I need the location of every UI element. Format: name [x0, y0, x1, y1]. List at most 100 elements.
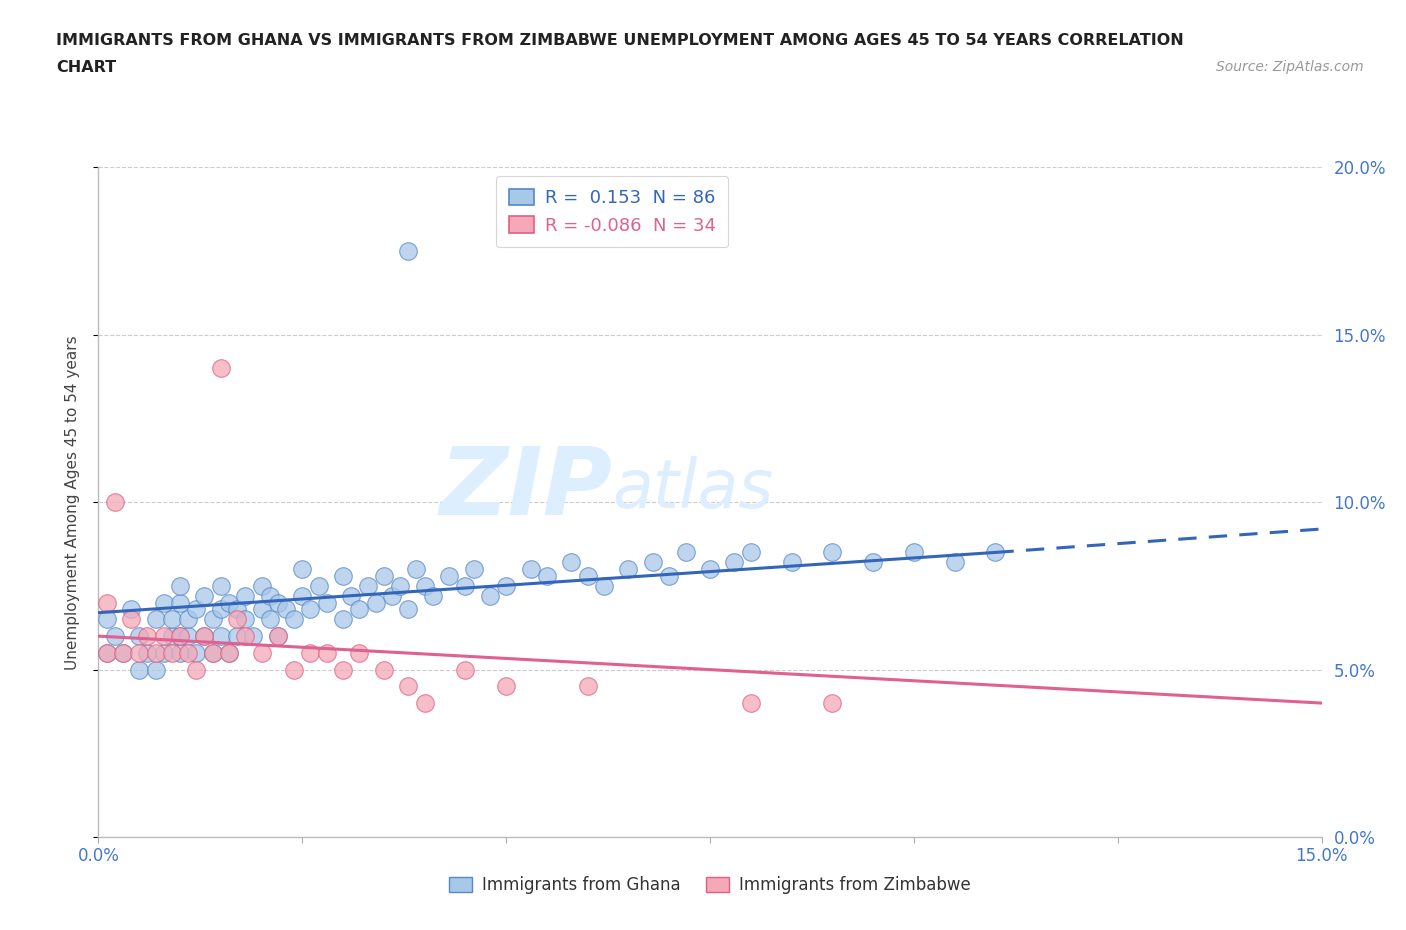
Point: [495, 679, 517, 694]
Point: [821, 545, 844, 560]
Point: [104, 629, 127, 644]
Point: [364, 595, 387, 610]
Point: [152, 629, 174, 644]
Point: [193, 629, 215, 644]
Point: [332, 662, 354, 677]
Point: [177, 629, 200, 644]
Point: [250, 645, 273, 660]
Point: [617, 562, 640, 577]
Point: [177, 612, 200, 627]
Point: [242, 629, 264, 644]
Point: [193, 589, 215, 604]
Point: [145, 662, 167, 677]
Text: CHART: CHART: [56, 60, 117, 75]
Point: [576, 679, 599, 694]
Point: [396, 244, 419, 259]
Point: [454, 578, 477, 593]
Point: [96, 595, 118, 610]
Point: [169, 578, 191, 593]
Point: [315, 645, 337, 660]
Point: [299, 645, 322, 660]
Point: [291, 589, 314, 604]
Point: [593, 578, 616, 593]
Point: [111, 645, 134, 660]
Point: [169, 629, 191, 644]
Point: [169, 595, 191, 610]
Point: [96, 645, 118, 660]
Point: [405, 562, 427, 577]
Point: [209, 578, 232, 593]
Point: [332, 568, 354, 583]
Point: [169, 645, 191, 660]
Point: [259, 589, 281, 604]
Point: [437, 568, 460, 583]
Point: [233, 629, 256, 644]
Point: [177, 645, 200, 660]
Text: Source: ZipAtlas.com: Source: ZipAtlas.com: [1216, 60, 1364, 74]
Point: [201, 645, 224, 660]
Point: [218, 595, 240, 610]
Point: [291, 562, 314, 577]
Point: [332, 612, 354, 627]
Point: [536, 568, 558, 583]
Point: [373, 662, 395, 677]
Point: [209, 602, 232, 617]
Point: [283, 662, 305, 677]
Point: [160, 612, 183, 627]
Point: [381, 589, 404, 604]
Text: ZIP: ZIP: [439, 443, 612, 535]
Point: [128, 645, 150, 660]
Point: [226, 612, 249, 627]
Point: [160, 645, 183, 660]
Point: [658, 568, 681, 583]
Point: [389, 578, 412, 593]
Point: [111, 645, 134, 660]
Point: [160, 629, 183, 644]
Point: [193, 629, 215, 644]
Point: [96, 612, 118, 627]
Point: [283, 612, 305, 627]
Text: IMMIGRANTS FROM GHANA VS IMMIGRANTS FROM ZIMBABWE UNEMPLOYMENT AMONG AGES 45 TO : IMMIGRANTS FROM GHANA VS IMMIGRANTS FROM…: [56, 33, 1184, 47]
Point: [128, 662, 150, 677]
Point: [233, 589, 256, 604]
Point: [169, 629, 191, 644]
Point: [373, 568, 395, 583]
Text: atlas: atlas: [612, 456, 773, 522]
Point: [454, 662, 477, 677]
Point: [259, 612, 281, 627]
Point: [233, 612, 256, 627]
Point: [226, 602, 249, 617]
Point: [250, 578, 273, 593]
Point: [218, 645, 240, 660]
Point: [209, 361, 232, 376]
Point: [267, 595, 290, 610]
Point: [463, 562, 485, 577]
Point: [186, 662, 208, 677]
Point: [145, 645, 167, 660]
Point: [862, 555, 884, 570]
Point: [267, 629, 290, 644]
Point: [396, 602, 419, 617]
Point: [250, 602, 273, 617]
Point: [145, 612, 167, 627]
Point: [349, 602, 371, 617]
Point: [495, 578, 517, 593]
Legend: Immigrants from Ghana, Immigrants from Zimbabwe: Immigrants from Ghana, Immigrants from Z…: [440, 868, 980, 902]
Point: [209, 629, 232, 644]
Point: [723, 555, 745, 570]
Point: [96, 645, 118, 660]
Point: [560, 555, 582, 570]
Point: [780, 555, 803, 570]
Point: [152, 645, 174, 660]
Point: [903, 545, 925, 560]
Point: [186, 645, 208, 660]
Point: [120, 612, 142, 627]
Point: [740, 545, 762, 560]
Point: [699, 562, 721, 577]
Point: [201, 645, 224, 660]
Point: [519, 562, 541, 577]
Point: [349, 645, 371, 660]
Point: [201, 612, 224, 627]
Point: [267, 629, 290, 644]
Point: [104, 495, 127, 510]
